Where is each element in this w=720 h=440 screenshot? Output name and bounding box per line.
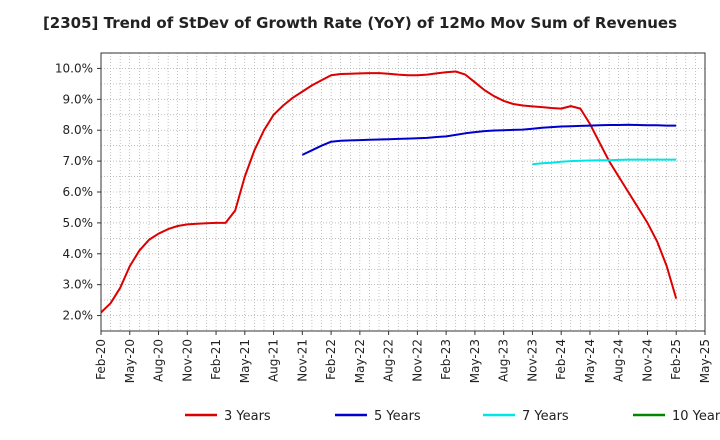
x-tick-label: Aug-20 [152, 339, 166, 382]
y-tick-label: 4.0% [63, 247, 94, 261]
y-axis-ticks: 2.0% 3.0% 4.0% 5.0% 6.0% 7.0% 8.0% 9.0% 10.0% [55, 61, 101, 323]
x-tick-label: May-25 [698, 339, 712, 383]
x-tick-label: Feb-20 [94, 339, 108, 380]
x-tick-label: Aug-23 [497, 339, 511, 382]
x-tick-label: Nov-24 [640, 339, 654, 382]
series-line-5-years [301, 123, 677, 156]
y-tick-label: 8.0% [63, 123, 94, 137]
x-tick-label: Aug-21 [267, 339, 281, 382]
y-tick-label: 3.0% [63, 278, 94, 292]
x-tick-label: Feb-25 [669, 339, 683, 380]
x-tick-label: Feb-23 [439, 339, 453, 380]
y-tick-label: 9.0% [63, 92, 94, 106]
x-tick-label: Feb-24 [554, 339, 568, 380]
series-lines [100, 70, 678, 314]
x-axis-ticks: Feb-20 May-20 Aug-20 Nov-20 Feb-21 May-21 Aug-… [94, 331, 712, 383]
y-tick-label: 7.0% [63, 154, 94, 168]
legend-label: 10 Years [672, 409, 720, 424]
x-tick-label: May-24 [583, 339, 597, 383]
legend: 3 Years 5 Years 7 Years 10 Years [185, 409, 720, 424]
y-tick-label: 6.0% [63, 185, 94, 199]
series-line-7-years [532, 158, 677, 166]
x-tick-label: May-23 [468, 339, 482, 383]
plot-area [101, 53, 705, 331]
x-tick-label: Nov-21 [295, 339, 309, 382]
legend-label: 7 Years [522, 409, 569, 424]
x-tick-label: Feb-21 [209, 339, 223, 380]
y-tick-label: 10.0% [55, 61, 93, 75]
x-tick-label: May-20 [123, 339, 137, 383]
legend-label: 5 Years [374, 409, 421, 424]
x-tick-label: Nov-23 [525, 339, 539, 382]
x-tick-label: Aug-24 [612, 339, 626, 382]
series-line-3-years [100, 70, 678, 314]
x-tick-label: Nov-20 [180, 339, 194, 382]
x-tick-label: May-22 [353, 339, 367, 383]
y-tick-label: 5.0% [63, 216, 94, 230]
x-tick-label: Feb-22 [324, 339, 338, 380]
x-tick-label: Aug-22 [382, 339, 396, 382]
chart-title: [2305] Trend of StDev of Growth Rate (Yo… [42, 14, 678, 32]
x-tick-label: May-21 [238, 339, 252, 383]
x-tick-label: Nov-22 [410, 339, 424, 382]
y-tick-label: 2.0% [63, 309, 94, 323]
legend-label: 3 Years [224, 409, 271, 424]
